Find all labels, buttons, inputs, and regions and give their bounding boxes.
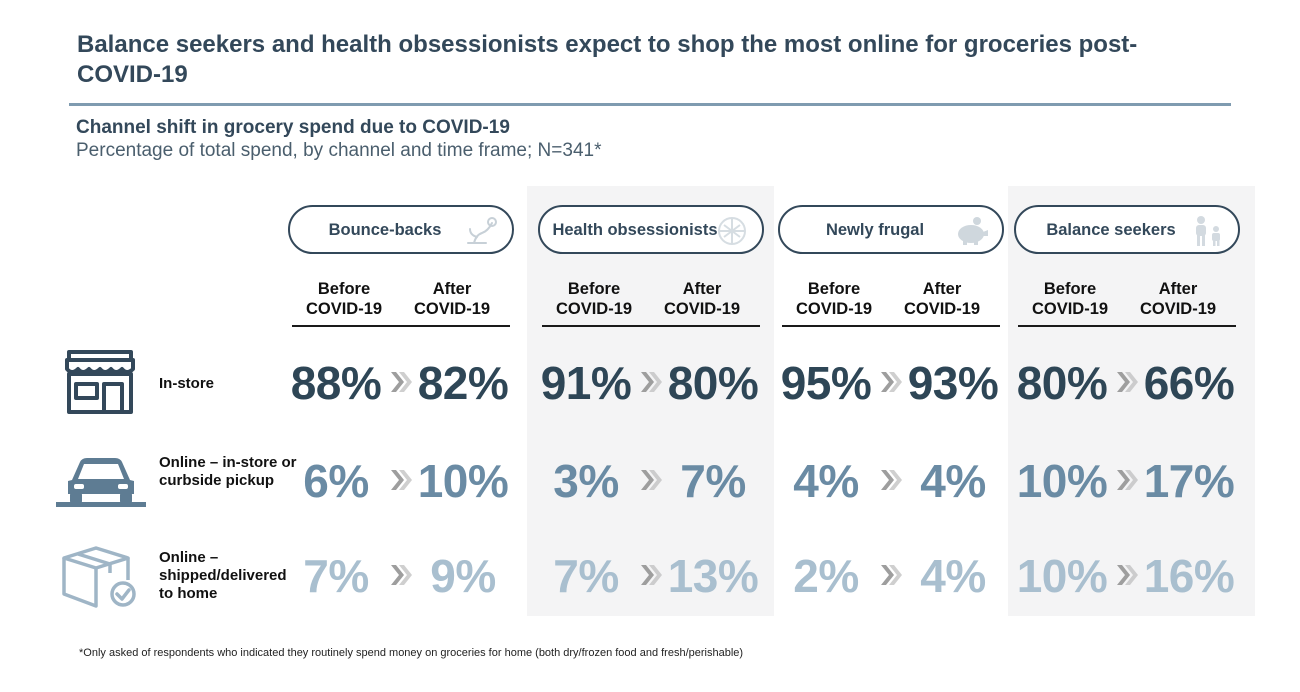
chevron-right-icon <box>641 470 662 490</box>
column-header-before: Before COVID-19 <box>1031 280 1109 318</box>
segment-label: Bounce-backs <box>328 221 442 239</box>
chevron-right-icon <box>391 565 412 585</box>
value-before: 91% <box>540 357 632 409</box>
value-after: 4% <box>920 455 986 507</box>
value-before: 10% <box>1016 550 1108 602</box>
value-after: 82% <box>417 357 509 409</box>
segment-label: Newly frugal <box>825 221 925 239</box>
value-after: 4% <box>920 550 986 602</box>
value-after: 66% <box>1143 357 1235 409</box>
value-before: 7% <box>303 550 369 602</box>
segment-label: Balance seekers <box>1046 221 1176 239</box>
chevron-right-icon <box>391 470 412 490</box>
chart-subtitle: Channel shift in grocery spend due to CO… <box>76 117 510 138</box>
value-before: 88% <box>290 357 382 409</box>
row-label-in-store: In-store <box>159 375 215 392</box>
value-after: 7% <box>680 455 746 507</box>
chevron-right-icon <box>881 372 902 392</box>
column-header-after: After COVID-19 <box>903 280 981 318</box>
value-before: 10% <box>1016 455 1108 507</box>
chevron-right-icon <box>1117 372 1138 392</box>
column-header-before: Before COVID-19 <box>555 280 633 318</box>
segment-header-bounce-backs: Bounce-backs <box>288 205 514 254</box>
column-header-rule <box>1018 325 1236 327</box>
chevron-right-icon <box>1117 565 1138 585</box>
footnote: *Only asked of respondents who indicated… <box>79 647 744 659</box>
value-after: 13% <box>667 550 759 602</box>
column-header-after: After COVID-19 <box>413 280 491 318</box>
box-delivery-icon <box>62 546 136 608</box>
column-header-after: After COVID-19 <box>1139 280 1217 318</box>
value-after: 17% <box>1143 455 1235 507</box>
segment-label: Health obsessionists <box>552 221 718 239</box>
value-before: 7% <box>553 550 619 602</box>
segment-shade-1 <box>527 186 774 616</box>
chart-description: Percentage of total spend, by channel an… <box>76 140 602 161</box>
chevron-right-icon <box>1117 470 1138 490</box>
value-after: 10% <box>417 455 509 507</box>
column-header-rule <box>542 325 760 327</box>
page-title: Balance seekers and health obsessionists… <box>77 31 1138 88</box>
car-pickup-icon <box>56 458 146 507</box>
value-after: 16% <box>1143 550 1235 602</box>
segment-header-balance-seekers: Balance seekers <box>1014 205 1240 254</box>
storefront-icon <box>65 350 135 414</box>
row-label-delivered: Online – shipped/delivered to home <box>159 549 287 602</box>
piggy-bank-icon <box>958 217 988 245</box>
value-after: 80% <box>667 357 759 409</box>
title-divider <box>69 103 1231 106</box>
wellness-icon <box>718 217 746 245</box>
column-header-rule <box>292 325 510 327</box>
value-before: 2% <box>793 550 859 602</box>
column-header-before: Before COVID-19 <box>305 280 383 318</box>
segment-header-newly-frugal: Newly frugal <box>778 205 1004 254</box>
segment-header-health-obsessionists: Health obsessionists <box>538 205 764 254</box>
family-icon <box>1196 216 1220 246</box>
segment-shade-3 <box>1008 186 1255 616</box>
chevron-right-icon <box>881 565 902 585</box>
value-before: 3% <box>553 455 619 507</box>
value-after: 93% <box>907 357 999 409</box>
column-header-rule <box>782 325 1000 327</box>
plant-icon <box>467 217 497 244</box>
chevron-right-icon <box>881 470 902 490</box>
row-label-pickup: Online – in-store or curbside pickup <box>159 454 297 489</box>
chevron-right-icon <box>641 372 662 392</box>
value-after: 9% <box>430 550 496 602</box>
value-before: 4% <box>793 455 859 507</box>
chevron-right-icon <box>391 372 412 392</box>
column-header-before: Before COVID-19 <box>795 280 873 318</box>
chevron-right-icon <box>641 565 662 585</box>
column-header-after: After COVID-19 <box>663 280 741 318</box>
value-before: 6% <box>303 455 369 507</box>
value-before: 80% <box>1016 357 1108 409</box>
value-before: 95% <box>780 357 872 409</box>
